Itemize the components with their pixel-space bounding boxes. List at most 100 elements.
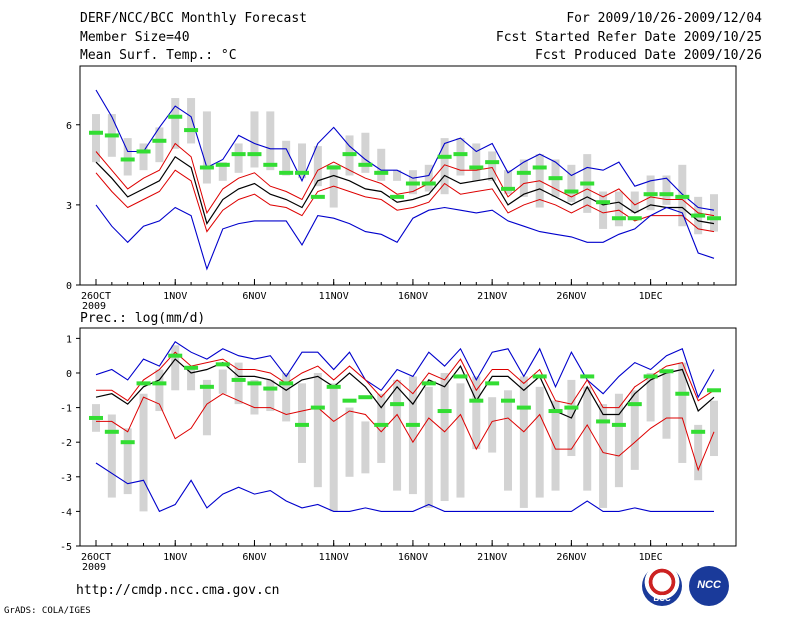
series-line-minus-sd bbox=[96, 393, 715, 472]
quantile-box bbox=[408, 376, 417, 495]
x-tick-label: 16NOV bbox=[398, 291, 428, 302]
y-tick-label: 0 bbox=[66, 281, 72, 292]
y-tick-label: -3 bbox=[60, 473, 72, 484]
median-mark bbox=[532, 374, 547, 379]
median-mark bbox=[247, 381, 262, 386]
quantile-box bbox=[646, 372, 655, 422]
median-mark bbox=[279, 381, 294, 386]
series-line-mean bbox=[95, 155, 715, 226]
y-tick-label: -4 bbox=[60, 507, 72, 518]
median-mark bbox=[643, 374, 658, 379]
plot-frame-1 bbox=[79, 327, 737, 547]
quantile-box bbox=[171, 345, 180, 391]
x-tick-label: 26OCT bbox=[81, 552, 111, 563]
median-mark bbox=[120, 157, 135, 162]
quantile-box bbox=[456, 383, 465, 498]
series-line-minus-sd bbox=[95, 169, 715, 233]
median-mark bbox=[516, 170, 531, 175]
quantile-box bbox=[361, 132, 370, 173]
quantile-box bbox=[488, 397, 497, 453]
median-mark bbox=[501, 186, 515, 191]
quantile-box bbox=[250, 111, 259, 168]
median-mark bbox=[707, 388, 721, 393]
ncc-logo-text: NCC bbox=[697, 579, 721, 591]
quantile-box bbox=[472, 143, 481, 181]
ncc-logo: NCC bbox=[689, 566, 729, 606]
median-mark bbox=[675, 194, 690, 199]
x-tick-label: 26OCT bbox=[81, 291, 111, 302]
quantile-box bbox=[282, 372, 291, 422]
quantile-box bbox=[504, 390, 512, 491]
median-mark bbox=[152, 381, 167, 386]
quantile-box bbox=[424, 386, 433, 508]
median-mark bbox=[437, 409, 452, 414]
median-mark bbox=[89, 415, 103, 420]
quantile-box bbox=[266, 111, 275, 171]
quantile-box bbox=[440, 138, 449, 195]
median-mark bbox=[326, 384, 341, 389]
quantile-box bbox=[218, 369, 227, 394]
median-mark bbox=[199, 165, 214, 170]
plot-frame-0 bbox=[79, 65, 737, 286]
y-tick-label: 3 bbox=[66, 201, 72, 212]
y-tick-label: 6 bbox=[66, 121, 72, 132]
median-mark bbox=[469, 165, 484, 170]
x-tick-label: 1DEC bbox=[639, 552, 663, 563]
quantile-box bbox=[266, 379, 275, 412]
median-mark bbox=[342, 398, 357, 403]
median-mark bbox=[564, 405, 579, 410]
variable-label: Mean Surf. Temp.: °C bbox=[80, 48, 237, 63]
source-url[interactable]: http://cmdp.ncc.cma.gov.cn bbox=[76, 583, 280, 598]
y-tick-label: -2 bbox=[60, 438, 72, 449]
quantile-box bbox=[202, 379, 211, 436]
quantile-box bbox=[123, 138, 132, 176]
median-mark bbox=[421, 181, 436, 186]
quantile-box bbox=[710, 194, 718, 232]
median-mark bbox=[611, 422, 626, 427]
median-mark bbox=[184, 365, 199, 370]
quantile-box bbox=[329, 383, 338, 512]
quantile-box bbox=[583, 386, 592, 491]
median-mark bbox=[152, 138, 167, 143]
chart-title: DERF/NCC/BCC Monthly Forecast bbox=[80, 11, 307, 26]
quantile-box bbox=[614, 393, 623, 488]
median-mark bbox=[231, 152, 246, 157]
median-mark bbox=[295, 422, 309, 427]
quantile-box bbox=[313, 372, 322, 488]
median-mark bbox=[421, 381, 436, 386]
median-mark bbox=[437, 154, 452, 159]
quantile-box bbox=[393, 170, 402, 181]
quantile-box bbox=[567, 164, 576, 203]
median-mark bbox=[627, 216, 642, 221]
quantile-box bbox=[234, 362, 243, 405]
median-mark bbox=[295, 170, 309, 175]
median-mark bbox=[405, 181, 420, 186]
quantile-box bbox=[123, 428, 132, 495]
quantile-box bbox=[107, 414, 116, 498]
median-mark bbox=[691, 213, 706, 218]
quantile-box bbox=[710, 400, 718, 457]
median-mark bbox=[104, 429, 119, 434]
fcst-started-label: Fcst Started Refer Date 2009/10/25 bbox=[495, 30, 762, 45]
quantile-box bbox=[187, 366, 196, 391]
x-tick-sublabel: 2009 bbox=[82, 301, 106, 312]
member-size-label: Member Size=40 bbox=[80, 30, 190, 45]
quantile-box bbox=[298, 143, 306, 179]
quantile-box bbox=[234, 143, 243, 173]
median-mark bbox=[675, 391, 690, 396]
series-line-min bbox=[95, 462, 714, 513]
quantile-box bbox=[139, 393, 148, 512]
median-mark bbox=[390, 402, 405, 407]
quantile-box bbox=[282, 140, 291, 176]
bcc-logo: BCC bbox=[642, 566, 682, 606]
quantile-box bbox=[678, 362, 687, 463]
median-mark bbox=[453, 152, 468, 157]
median-mark bbox=[136, 381, 151, 386]
median-mark bbox=[532, 165, 547, 170]
median-mark bbox=[611, 216, 626, 221]
quantile-box bbox=[662, 369, 671, 439]
quantile-box bbox=[488, 151, 497, 181]
bcc-logo-text: BCC bbox=[653, 594, 671, 603]
median-mark bbox=[279, 170, 294, 175]
x-tick-label: 21NOV bbox=[477, 291, 507, 302]
